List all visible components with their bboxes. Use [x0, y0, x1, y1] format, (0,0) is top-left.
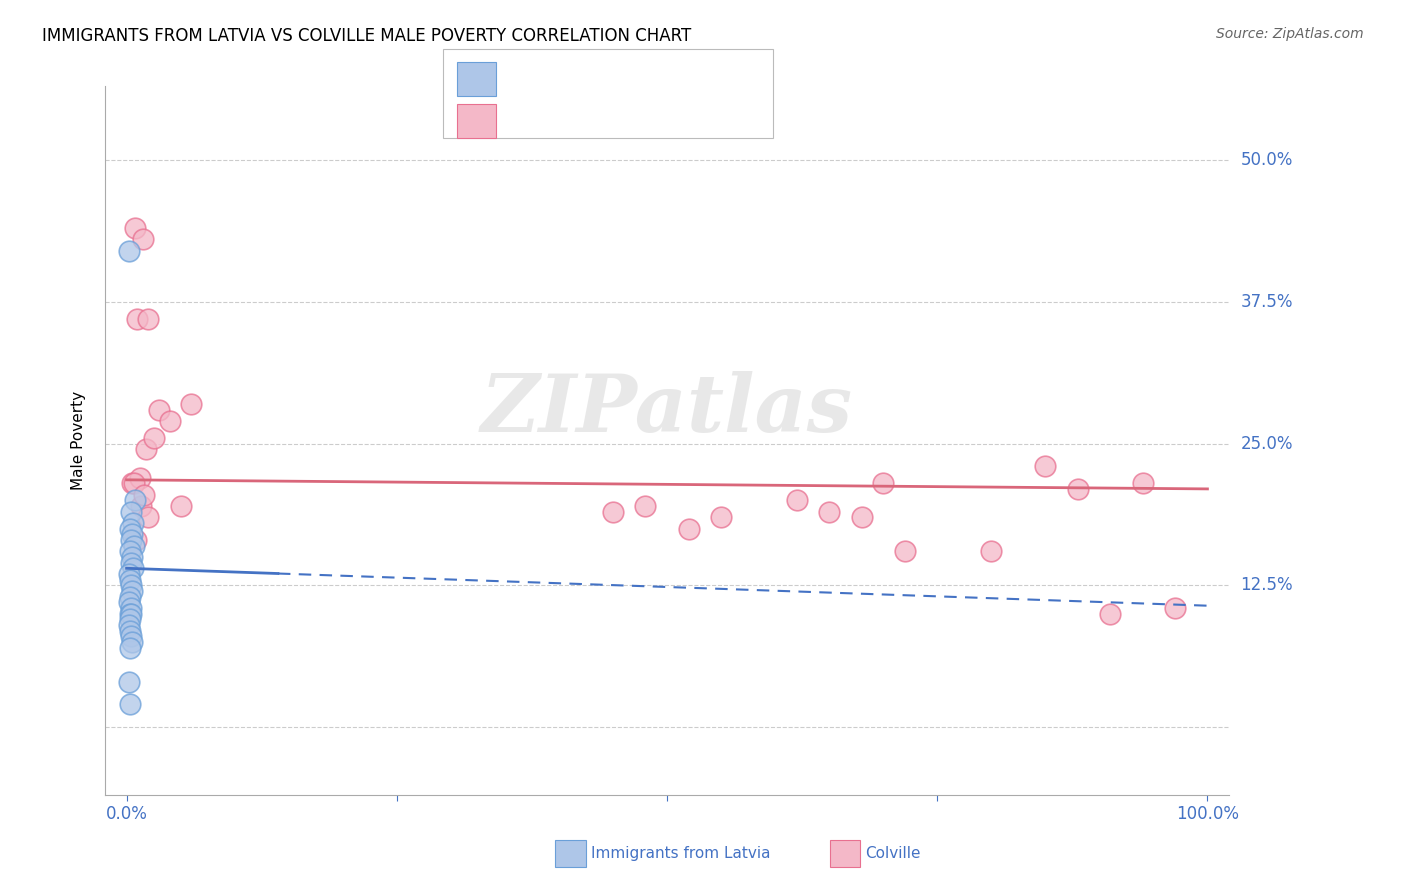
Text: 50.0%: 50.0%: [1240, 151, 1292, 169]
Point: [118, 607, 141, 621]
Text: N = 32: N = 32: [643, 113, 700, 131]
Point: [602, 505, 624, 519]
Point: [678, 522, 700, 536]
Point: [118, 698, 141, 712]
Y-axis label: Male Poverty: Male Poverty: [72, 392, 86, 491]
Point: [120, 601, 142, 615]
Point: [118, 244, 141, 258]
Text: R = -0.012: R = -0.012: [509, 71, 599, 89]
Point: [122, 476, 145, 491]
Point: [118, 618, 141, 632]
Text: R = -0.031: R = -0.031: [509, 113, 599, 131]
Text: ZIPatlas: ZIPatlas: [481, 371, 853, 449]
Point: [120, 578, 142, 592]
Point: [118, 674, 141, 689]
Point: [125, 533, 148, 547]
Point: [118, 612, 141, 626]
Point: [132, 232, 155, 246]
Point: [129, 499, 152, 513]
Point: [159, 414, 181, 428]
Point: [710, 510, 733, 524]
Point: [1164, 601, 1187, 615]
Text: Immigrants from Latvia: Immigrants from Latvia: [591, 847, 770, 861]
Point: [980, 544, 1002, 558]
Point: [121, 527, 143, 541]
Point: [122, 539, 145, 553]
Point: [120, 556, 142, 570]
Point: [124, 493, 146, 508]
Point: [872, 476, 894, 491]
Point: [118, 624, 141, 638]
Point: [136, 510, 159, 524]
Point: [118, 544, 141, 558]
Point: [851, 510, 873, 524]
Point: [894, 544, 917, 558]
Point: [786, 493, 808, 508]
Point: [118, 590, 141, 604]
Text: 12.5%: 12.5%: [1240, 576, 1294, 594]
Point: [118, 522, 141, 536]
Text: 37.5%: 37.5%: [1240, 293, 1292, 310]
Point: [120, 629, 142, 643]
Point: [118, 640, 141, 655]
Point: [818, 505, 841, 519]
Point: [121, 584, 143, 599]
Point: [142, 431, 165, 445]
Text: Source: ZipAtlas.com: Source: ZipAtlas.com: [1216, 27, 1364, 41]
Text: Colville: Colville: [865, 847, 920, 861]
Point: [122, 516, 145, 530]
Point: [1099, 607, 1122, 621]
Point: [127, 311, 149, 326]
Point: [132, 487, 155, 501]
Point: [121, 549, 143, 564]
Point: [120, 533, 142, 547]
Point: [169, 499, 191, 513]
Point: [148, 402, 170, 417]
Text: IMMIGRANTS FROM LATVIA VS COLVILLE MALE POVERTY CORRELATION CHART: IMMIGRANTS FROM LATVIA VS COLVILLE MALE …: [42, 27, 692, 45]
Point: [121, 476, 143, 491]
Point: [1132, 476, 1154, 491]
Text: N = 29: N = 29: [643, 71, 700, 89]
Point: [136, 311, 159, 326]
Point: [118, 595, 141, 609]
Text: 25.0%: 25.0%: [1240, 434, 1292, 452]
Point: [122, 561, 145, 575]
Point: [128, 470, 150, 484]
Point: [120, 607, 142, 621]
Point: [124, 221, 146, 235]
Point: [1067, 482, 1090, 496]
Point: [118, 573, 141, 587]
Point: [634, 499, 657, 513]
Point: [120, 505, 142, 519]
Point: [1033, 459, 1056, 474]
Point: [135, 442, 157, 457]
Point: [121, 635, 143, 649]
Point: [180, 397, 202, 411]
Point: [118, 566, 141, 581]
